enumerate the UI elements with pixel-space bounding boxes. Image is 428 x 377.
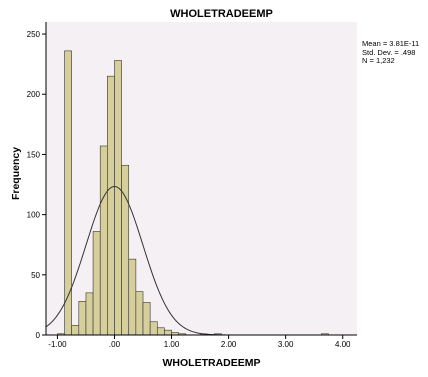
stat-mean: Mean = 3.81E-11 [362, 39, 420, 48]
histogram-bar [156, 327, 165, 336]
histogram-bar [78, 300, 87, 336]
chart-title: WHOLETRADEEMP [170, 8, 273, 20]
histogram-bar [114, 60, 122, 336]
y-axis-ticks: 0 50 100 150 200 250 [27, 30, 46, 340]
histogram-bar [121, 164, 130, 336]
x-tick-label: 2.00 [221, 340, 237, 349]
x-axis-ticks: -1.00 .00 1.00 2.00 3.00 4.00 [48, 335, 351, 349]
y-tick-label: 100 [27, 211, 41, 220]
x-tick-label: -1.00 [48, 340, 67, 349]
y-tick-label: 0 [36, 331, 41, 340]
histogram-bar [135, 291, 144, 336]
x-tick-label: .00 [109, 340, 121, 349]
x-tick-label: 4.00 [335, 340, 351, 349]
y-axis-title: Frequency [10, 147, 22, 200]
x-axis-title: WHOLETRADEEMP [163, 357, 261, 369]
histogram-bar [71, 325, 80, 336]
histogram-bar [64, 50, 72, 336]
x-tick-label: 1.00 [164, 340, 180, 349]
histogram-bar [85, 292, 94, 336]
histogram-bar [107, 75, 115, 336]
y-tick-label: 250 [27, 30, 41, 39]
stat-n: N = 1,232 [362, 56, 395, 65]
plot-area [46, 22, 357, 335]
axes [45, 22, 357, 336]
x-tick-label: 3.00 [278, 340, 294, 349]
histogram-bar [164, 329, 172, 336]
y-tick-label: 150 [27, 150, 41, 159]
histogram-bar [99, 145, 108, 336]
stat-std-dev: Std. Dev. = .498 [362, 47, 416, 57]
histogram-bar [149, 321, 158, 336]
statistics-legend: Mean = 3.81E-11 Std. Dev. = .498 N = 1,2… [362, 39, 420, 66]
y-tick-label: 200 [27, 90, 41, 99]
y-tick-label: 50 [31, 271, 40, 280]
histogram-bar [128, 258, 137, 336]
histogram-bar [142, 302, 151, 336]
histogram-bar [92, 231, 101, 336]
